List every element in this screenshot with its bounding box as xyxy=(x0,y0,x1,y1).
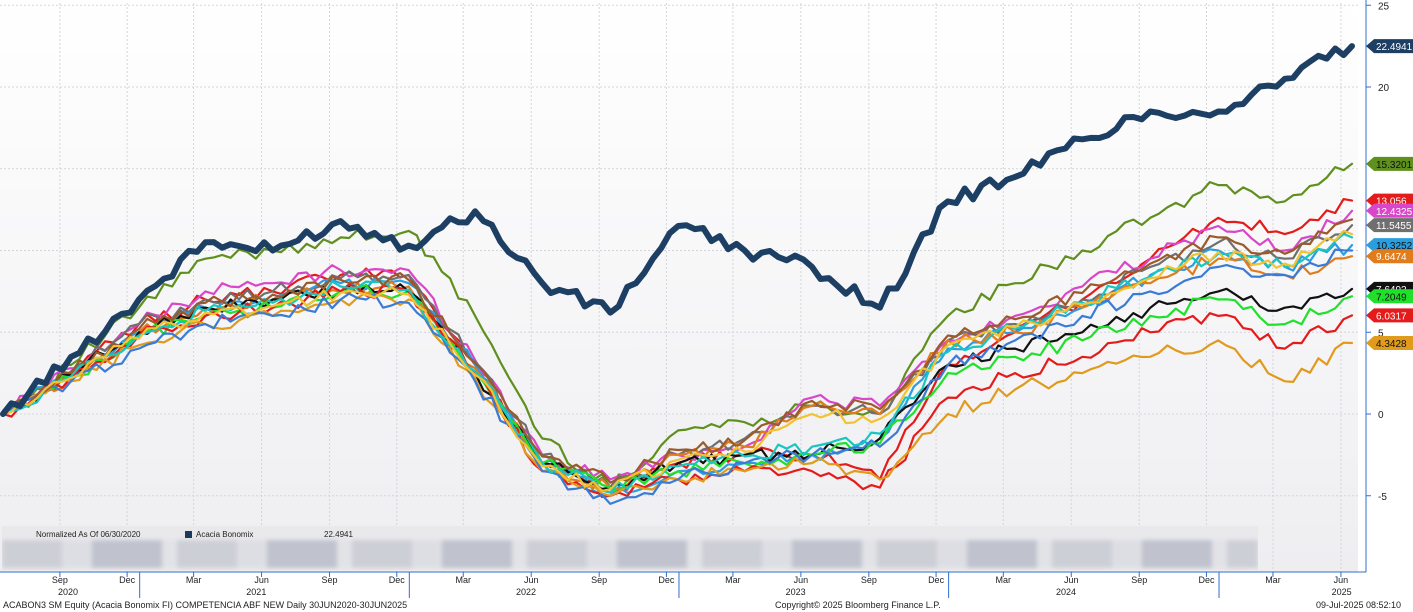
series-line xyxy=(1,284,1354,494)
end-value-label: 15.3201 xyxy=(1376,160,1413,171)
x-tick-label: Sep xyxy=(861,575,877,585)
x-tick-label: Sep xyxy=(52,575,68,585)
x-tick-label: Mar xyxy=(725,575,741,585)
end-value-badge: 22.4941 xyxy=(1366,39,1413,54)
end-value-badge: 10.3252 xyxy=(1366,238,1413,253)
x-tick-label: Dec xyxy=(389,575,406,585)
series-line xyxy=(1,248,1354,505)
y-tick-label: 0 xyxy=(1378,410,1384,421)
end-value-badge-bg xyxy=(1366,39,1413,54)
end-value-label: 7.2049 xyxy=(1376,292,1407,303)
end-value-badge: 6.0317 xyxy=(1366,308,1413,322)
x-tick-label: Mar xyxy=(1265,575,1281,585)
end-value-badge: 9.6474 xyxy=(1366,249,1413,264)
end-value-badge: 11.5455 xyxy=(1366,218,1413,233)
end-value-badge-bg xyxy=(1366,308,1413,323)
y-tick-label: -5 xyxy=(1378,492,1387,503)
x-tick-label: Sep xyxy=(591,575,607,585)
x-tick-label: Mar xyxy=(186,575,202,585)
footer-timestamp: 09-Jul-2025 08:52:10 xyxy=(1316,600,1402,610)
x-year-label: 2022 xyxy=(516,587,536,597)
end-value-badge-bg xyxy=(1366,289,1413,304)
legend-blurred-entries xyxy=(2,540,1258,568)
series-line xyxy=(1,218,1354,484)
plot-background xyxy=(0,0,1358,572)
x-tick-label: Dec xyxy=(928,575,945,585)
end-value-label: 6.0317 xyxy=(1376,311,1407,322)
x-tick-label: Jun xyxy=(254,575,269,585)
end-value-badge: 7.2049 xyxy=(1366,289,1413,304)
end-value-badge: 12.4325 xyxy=(1366,203,1413,218)
end-value-badge-bg xyxy=(1366,156,1413,171)
y-tick-label: 5 xyxy=(1378,328,1384,339)
end-value-label: 11.5455 xyxy=(1376,221,1412,232)
x-tick-label: Dec xyxy=(658,575,675,585)
x-tick-label: Mar xyxy=(996,575,1012,585)
legend-main-name: Acacia Bonomix xyxy=(196,530,254,539)
x-tick-label: Jun xyxy=(1064,575,1079,585)
x-year-label: 2020 xyxy=(58,587,78,597)
x-tick-label: Jun xyxy=(1334,575,1349,585)
series-line xyxy=(1,229,1354,492)
end-value-badge: 15.3201 xyxy=(1366,156,1413,171)
x-tick-label: Sep xyxy=(1131,575,1147,585)
end-value-label: 10.3252 xyxy=(1376,241,1413,252)
x-tick-label: Dec xyxy=(119,575,136,585)
legend-swatch-acacia xyxy=(185,531,192,538)
y-tick-label: 25 xyxy=(1378,1,1390,12)
footer-security-description: ACABON3 SM Equity (Acacia Bonomix FI) CO… xyxy=(3,600,408,610)
legend: Normalized As Of 06/30/2020 Acacia Bonom… xyxy=(2,526,1258,570)
end-value-badge-bg xyxy=(1366,336,1413,351)
x-tick-label: Jun xyxy=(794,575,809,585)
end-value-label: 22.4941 xyxy=(1376,42,1413,53)
series-line xyxy=(1,162,1354,489)
legend-normalized-label: Normalized As Of 06/30/2020 xyxy=(36,530,141,539)
legend-main-value: 22.4941 xyxy=(324,530,353,539)
y-tick-label: 20 xyxy=(1378,83,1390,94)
x-tick-label: Mar xyxy=(456,575,472,585)
footer-copyright: Copyright© 2025 Bloomberg Finance L.P. xyxy=(775,600,941,610)
x-year-label: 2025 xyxy=(1332,587,1352,597)
series-line xyxy=(0,43,1355,417)
x-year-label: 2023 xyxy=(786,587,806,597)
end-value-label: 13.056 xyxy=(1376,197,1407,208)
end-value-badge-bg xyxy=(1366,203,1413,218)
end-value-label: 12.4325 xyxy=(1376,207,1413,218)
end-value-badge-bg xyxy=(1366,238,1413,253)
end-value-badge-bg xyxy=(1366,218,1413,233)
x-tick-label: Sep xyxy=(322,575,338,585)
end-value-label: 4.3428 xyxy=(1376,339,1407,350)
x-tick-label: Dec xyxy=(1198,575,1215,585)
end-value-badge: 4.3428 xyxy=(1366,336,1413,351)
end-value-badge-bg xyxy=(1366,249,1413,264)
x-tick-label: Jun xyxy=(524,575,539,585)
x-year-label: 2024 xyxy=(1056,587,1076,597)
end-value-label: 9.6474 xyxy=(1376,252,1407,263)
x-year-label: 2021 xyxy=(246,587,266,597)
